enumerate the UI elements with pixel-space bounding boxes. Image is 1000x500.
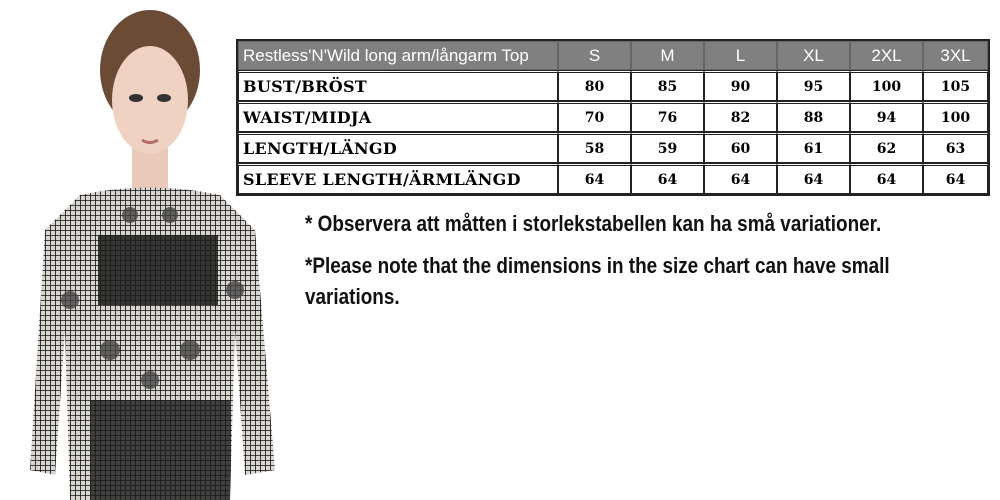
size-header: XL <box>777 41 850 70</box>
cell: 58 <box>558 132 631 163</box>
cell: 63 <box>923 132 988 163</box>
cell: 62 <box>850 132 923 163</box>
note-swedish: * Observera att måtten i storlekstabelle… <box>305 211 882 236</box>
size-header: M <box>631 41 704 70</box>
cell: 90 <box>704 70 777 101</box>
cell: 70 <box>558 101 631 132</box>
size-header: S <box>558 41 631 70</box>
size-header: 3XL <box>923 41 988 70</box>
row-label: WAIST/MIDJA <box>238 101 558 132</box>
note-english: *Please note that the dimensions in the … <box>305 253 890 309</box>
table-row: WAIST/MIDJA 70 76 82 88 94 100 <box>238 101 988 132</box>
cell: 64 <box>850 163 923 194</box>
cell: 64 <box>558 163 631 194</box>
model-photo <box>20 0 290 500</box>
cell: 82 <box>704 101 777 132</box>
cell: 64 <box>631 163 704 194</box>
cell: 105 <box>923 70 988 101</box>
row-label: LENGTH/LÄNGD <box>238 132 558 163</box>
table-row: BUST/BRÖST 80 85 90 95 100 105 <box>238 70 988 101</box>
cell: 59 <box>631 132 704 163</box>
table-row: LENGTH/LÄNGD 58 59 60 61 62 63 <box>238 132 988 163</box>
cell: 100 <box>850 70 923 101</box>
cell: 76 <box>631 101 704 132</box>
row-label: SLEEVE LENGTH/ÄRMLÄNGD <box>238 163 558 194</box>
cell: 95 <box>777 70 850 101</box>
cell: 100 <box>923 101 988 132</box>
cell: 85 <box>631 70 704 101</box>
table-title: Restless'N'Wild long arm/långarm Top <box>238 41 558 70</box>
cell: 80 <box>558 70 631 101</box>
size-header: 2XL <box>850 41 923 70</box>
table-header-row: Restless'N'Wild long arm/långarm Top S M… <box>238 41 988 70</box>
cell: 94 <box>850 101 923 132</box>
size-header: L <box>704 41 777 70</box>
row-label: BUST/BRÖST <box>238 70 558 101</box>
cell: 60 <box>704 132 777 163</box>
cell: 88 <box>777 101 850 132</box>
table-row: SLEEVE LENGTH/ÄRMLÄNGD 64 64 64 64 64 64 <box>238 163 988 194</box>
size-chart-table: Restless'N'Wild long arm/långarm Top S M… <box>236 39 990 196</box>
cell: 64 <box>777 163 850 194</box>
cell: 64 <box>923 163 988 194</box>
cell: 64 <box>704 163 777 194</box>
cell: 61 <box>777 132 850 163</box>
